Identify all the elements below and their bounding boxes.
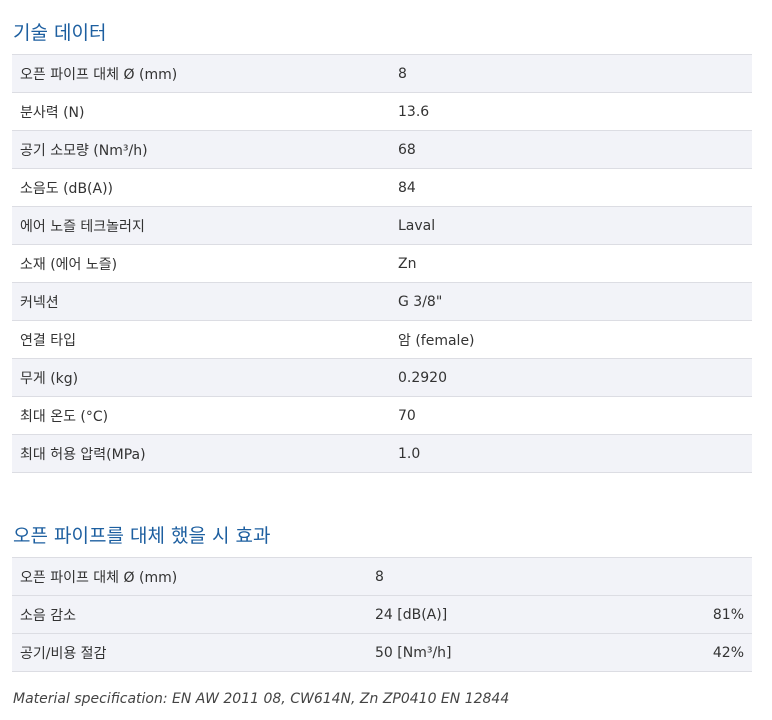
table-row: 공기 소모량 (Nm³/h) 68 <box>12 130 752 169</box>
section-title-effect: 오픈 파이프를 대체 했을 시 효과 <box>13 525 271 547</box>
table-row: 커넥션 G 3/8" <box>12 282 752 321</box>
row-value: 암 (female) <box>390 320 752 359</box>
row-value: Zn <box>390 244 752 283</box>
section-title-tech: 기술 데이터 <box>13 22 107 44</box>
table-row: 연결 타입 암 (female) <box>12 320 752 359</box>
material-footnote: Material specification: EN AW 2011 08, C… <box>13 691 510 707</box>
table-row: 최대 온도 (°C) 70 <box>12 396 752 435</box>
row-label: 최대 허용 압력(MPa) <box>12 434 390 473</box>
row-label: 에어 노즐 테크놀러지 <box>12 206 390 245</box>
tech-data-table: 오픈 파이프 대체 Ø (mm) 8 분사력 (N) 13.6 공기 소모량 (Nm³/… <box>12 54 752 473</box>
table-row: 분사력 (N) 13.6 <box>12 92 752 131</box>
row-value: 24 [dB(A)] <box>367 595 615 634</box>
row-value: 0.2920 <box>390 358 752 397</box>
table-row: 소재 (에어 노즐) Zn <box>12 244 752 283</box>
row-value: G 3/8" <box>390 282 752 321</box>
table-row: 공기/비용 절감 50 [Nm³/h] 42% <box>12 633 752 672</box>
row-value: Laval <box>390 206 752 245</box>
table-row: 오픈 파이프 대체 Ø (mm) 8 <box>12 557 752 596</box>
row-label: 공기/비용 절감 <box>12 633 367 672</box>
row-percent: 81% <box>614 595 752 634</box>
row-label: 분사력 (N) <box>12 92 390 131</box>
row-label: 소음 감소 <box>12 595 367 634</box>
row-value: 8 <box>367 557 615 596</box>
row-label: 오픈 파이프 대체 Ø (mm) <box>12 557 367 596</box>
row-label: 무게 (kg) <box>12 358 390 397</box>
row-label: 공기 소모량 (Nm³/h) <box>12 130 390 169</box>
row-value: 8 <box>390 54 752 93</box>
row-value: 13.6 <box>390 92 752 131</box>
table-row: 최대 허용 압력(MPa) 1.0 <box>12 434 752 473</box>
row-value: 1.0 <box>390 434 752 473</box>
row-percent: 42% <box>614 633 752 672</box>
row-value: 50 [Nm³/h] <box>367 633 615 672</box>
row-percent <box>614 557 752 596</box>
row-value: 70 <box>390 396 752 435</box>
table-row: 오픈 파이프 대체 Ø (mm) 8 <box>12 54 752 93</box>
table-row: 무게 (kg) 0.2920 <box>12 358 752 397</box>
row-label: 소음도 (dB(A)) <box>12 168 390 207</box>
row-label: 최대 온도 (°C) <box>12 396 390 435</box>
row-label: 연결 타입 <box>12 320 390 359</box>
row-value: 84 <box>390 168 752 207</box>
row-label: 커넥션 <box>12 282 390 321</box>
table-row: 에어 노즐 테크놀러지 Laval <box>12 206 752 245</box>
effect-table: 오픈 파이프 대체 Ø (mm) 8 소음 감소 24 [dB(A)] 81% 공기/비용… <box>12 557 752 672</box>
row-label: 오픈 파이프 대체 Ø (mm) <box>12 54 390 93</box>
row-value: 68 <box>390 130 752 169</box>
table-row: 소음도 (dB(A)) 84 <box>12 168 752 207</box>
row-label: 소재 (에어 노즐) <box>12 244 390 283</box>
table-row: 소음 감소 24 [dB(A)] 81% <box>12 595 752 634</box>
